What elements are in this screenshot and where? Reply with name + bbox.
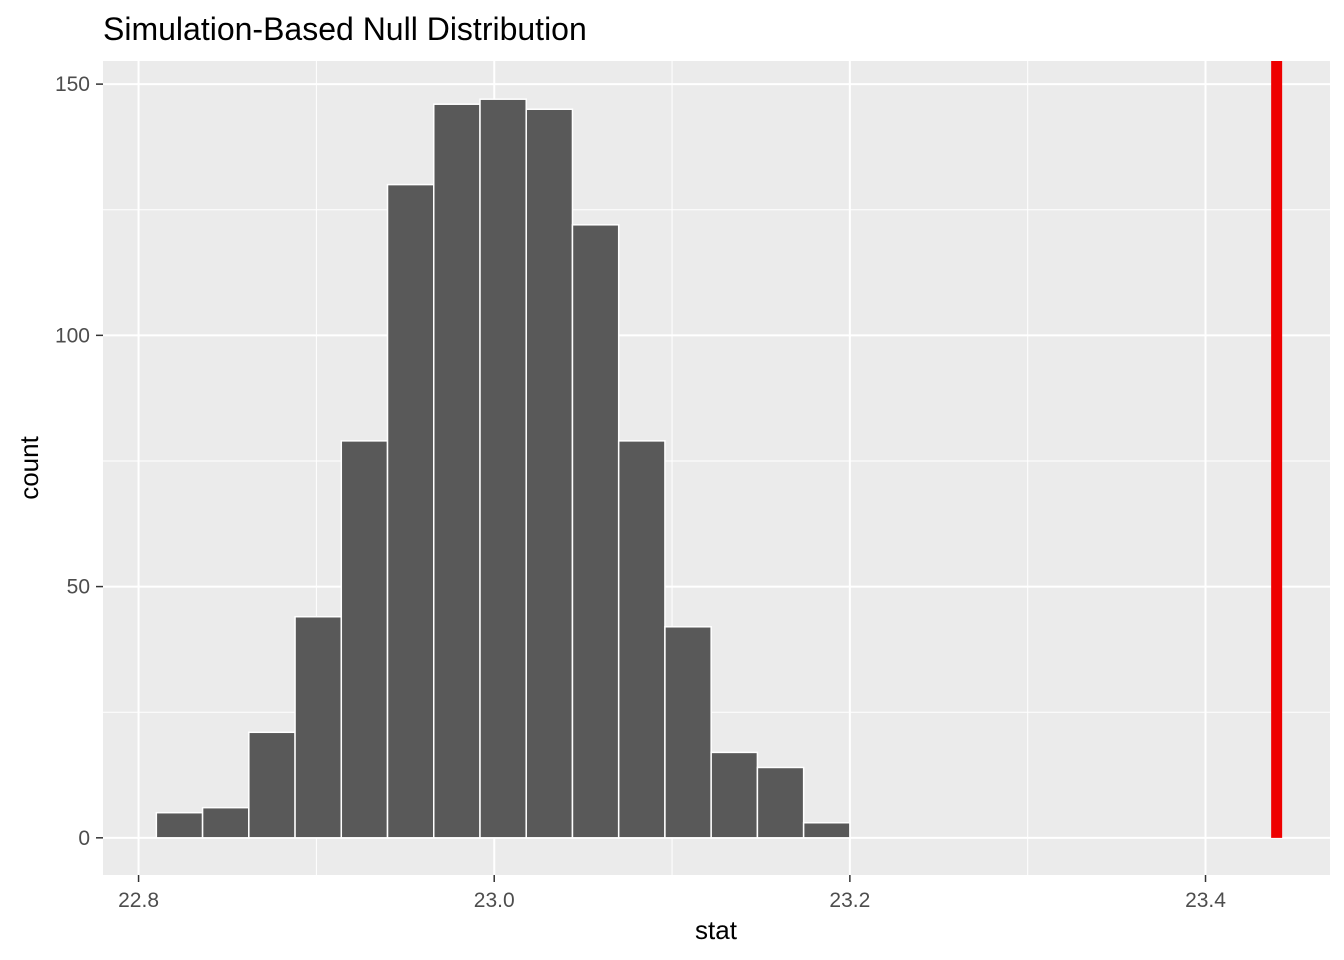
y-axis-title: count <box>14 435 44 499</box>
y-axis-ticks: 0 50 100 150 <box>55 73 103 850</box>
y-tick-label-1: 50 <box>67 576 90 599</box>
x-axis-ticks: 22.8 23.0 23.2 23.4 <box>118 875 1226 912</box>
histogram-bars <box>155 98 851 839</box>
x-tick-label-2: 23.2 <box>829 889 870 912</box>
y-tick-label-3: 150 <box>55 73 90 96</box>
histogram-bar-1 <box>201 806 250 839</box>
histogram-bar-11 <box>664 626 712 839</box>
histogram-bar-3 <box>294 615 343 839</box>
x-tick-label-3: 23.4 <box>1185 889 1226 912</box>
histogram-bar-8 <box>525 108 574 839</box>
histogram-bar-4 <box>340 440 389 839</box>
y-tick-label-2: 100 <box>55 324 90 347</box>
histogram-bar-2 <box>248 731 296 839</box>
x-axis-title: stat <box>695 915 738 945</box>
histogram-bar-14 <box>802 821 851 839</box>
histogram-bar-9 <box>571 224 620 839</box>
histogram-bar-13 <box>756 766 805 839</box>
histogram-bar-7 <box>479 98 527 839</box>
histogram-bar-6 <box>433 103 481 839</box>
chart-title: Simulation-Based Null Distribution <box>103 11 587 47</box>
histogram-bar-5 <box>386 183 435 839</box>
histogram-bar-0 <box>155 811 204 839</box>
histogram-bar-10 <box>617 440 666 839</box>
x-tick-label-0: 22.8 <box>118 889 159 912</box>
histogram-bar-12 <box>710 751 759 839</box>
x-tick-label-1: 23.0 <box>474 889 515 912</box>
y-tick-label-0: 0 <box>78 827 90 850</box>
